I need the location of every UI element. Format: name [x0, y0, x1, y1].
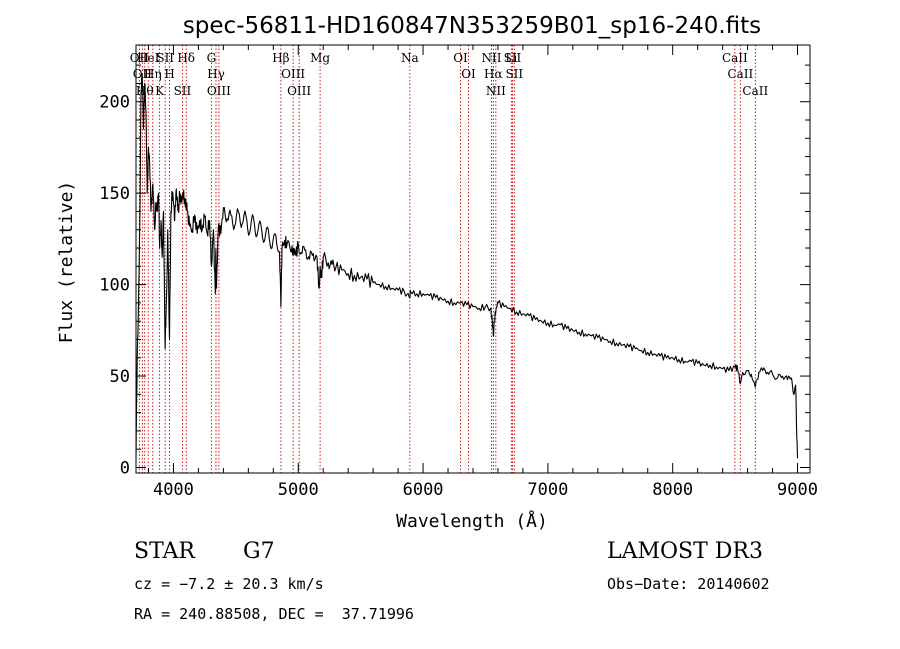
- spectral-line-label-21: Hα: [484, 67, 503, 81]
- spectral-line-label-8: SII: [174, 84, 192, 98]
- spectral-line-label-23: Li: [505, 51, 517, 65]
- spectral-line-label-4: Hη: [144, 67, 162, 81]
- spectral-line-label-15: OIII: [287, 84, 311, 98]
- spectral-line-label-10: G: [207, 51, 217, 65]
- spectral-line-label-9: Hδ: [177, 51, 195, 65]
- spectral-line-label-25: SII: [505, 67, 523, 81]
- x-tick-label: 5000: [278, 480, 319, 500]
- spectral-line-label-24: SII: [504, 51, 522, 65]
- x-tick-label: 6000: [403, 480, 444, 500]
- spectral-lines: [138, 45, 756, 473]
- observation-date: Obs−Date: 20140602: [607, 575, 770, 593]
- y-tick-label: 150: [99, 184, 130, 204]
- spectral-line-label-5: K: [155, 84, 165, 98]
- object-subclass: G7: [243, 539, 275, 564]
- spectral-line-label-26: CaII: [722, 51, 748, 65]
- axis-ticks: 4000 5000 6000 7000 8000 9000 0 50 100 150 200: [99, 45, 818, 500]
- spectral-line-label-3: HeI: [137, 51, 160, 65]
- x-tick-label: 8000: [652, 480, 693, 500]
- spectral-line-label-14: OIII: [281, 67, 305, 81]
- spectral-line-label-28: CaII: [742, 84, 768, 98]
- redshift-cz: cz = −7.2 ± 20.3 km/s: [134, 575, 324, 593]
- y-tick-label: 200: [99, 93, 130, 113]
- spectrum-chart: spec-56811-HD160847N353259B01_sp16-240.f…: [56, 13, 818, 532]
- spectral-line-label-27: CaII: [727, 67, 753, 81]
- spectral-line-label-11: Hγ: [207, 67, 225, 81]
- plot-frame: [135, 44, 811, 474]
- y-axis-label: Flux (relative): [56, 181, 77, 344]
- x-tick-label: 7000: [527, 480, 568, 500]
- spectrum-series-line: [135, 73, 799, 459]
- spectral-line-label-12: OIII: [207, 84, 231, 98]
- spectral-line-label-20: NII: [481, 51, 501, 65]
- chart-title: spec-56811-HD160847N353259B01_sp16-240.f…: [183, 13, 761, 39]
- object-class: STAR: [134, 539, 195, 564]
- y-tick-label: 50: [110, 367, 130, 387]
- survey-name: LAMOST DR3: [607, 539, 763, 564]
- x-axis-label: Wavelength (Å): [396, 510, 548, 532]
- spectral-line-label-13: Hβ: [272, 51, 289, 65]
- spectral-line-label-16: Mg: [310, 51, 330, 65]
- spectral-line-label-0: OII: [130, 51, 150, 65]
- x-tick-label: 9000: [777, 480, 818, 500]
- spectral-line-label-7: H: [164, 67, 174, 81]
- y-tick-label: 100: [99, 276, 130, 296]
- spectral-line-label-19: OI: [461, 67, 476, 81]
- spectral-line-label-22: NII: [486, 84, 506, 98]
- spectral-line-label-17: Na: [401, 51, 419, 65]
- spectral-line-label-18: OI: [453, 51, 468, 65]
- x-tick-label: 4000: [153, 480, 194, 500]
- coordinates: RA = 240.88508, DEC = 37.71996: [134, 605, 414, 623]
- spectral-line-label-6: SII: [156, 51, 174, 65]
- y-tick-label: 0: [120, 459, 130, 479]
